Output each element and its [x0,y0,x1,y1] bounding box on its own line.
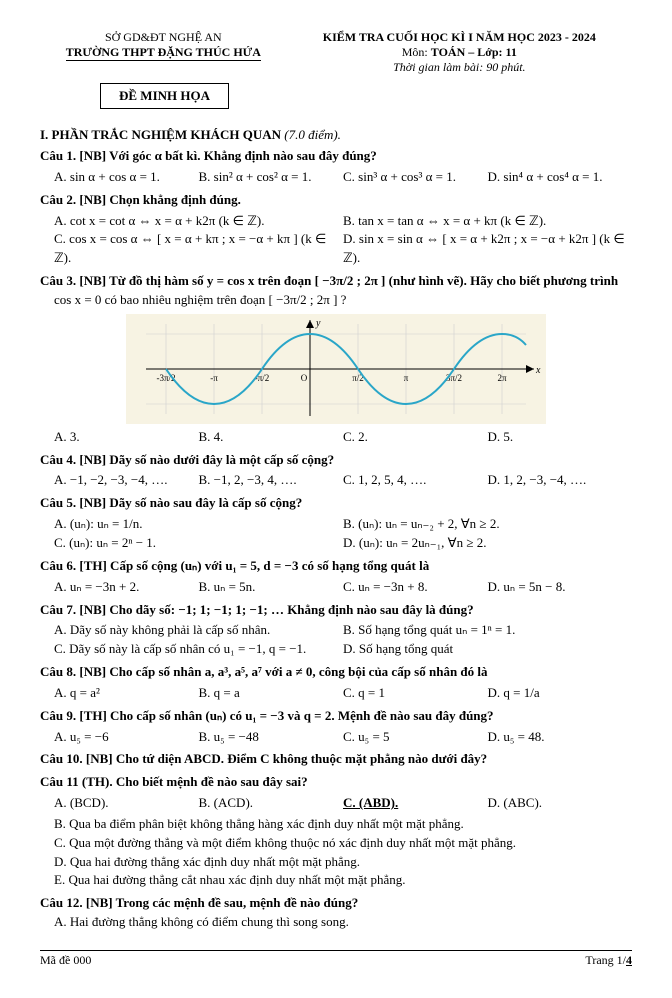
q4-D: D. 1, 2, −3, −4, …. [488,471,633,490]
svg-text:-π/2: -π/2 [255,373,270,383]
exam-title: KIỂM TRA CUỐI HỌC KÌ I NĂM HỌC 2023 - 20… [287,30,632,45]
section-1-title: I. PHẦN TRẮC NGHIỆM KHÁCH QUAN (7.0 điểm… [40,127,632,143]
q11-EE: E. Qua hai đường thẳng cắt nhau xác định… [54,871,632,890]
q8-D: D. q = 1/a [488,684,633,703]
dept-line: SỞ GD&ĐT NGHỆ AN [40,30,287,45]
q9-C: C. u₅ = 5 [343,728,488,747]
q11-BB: B. Qua ba điểm phân biệt không thẳng hàn… [54,815,632,834]
q7-C: C. Dãy số này là cấp số nhân có u₁ = −1,… [54,640,343,659]
q1-C: C. sin³ α + cos³ α = 1. [343,168,488,187]
question-4: Câu 4. [NB] Dãy số nào dưới đây là một c… [40,451,632,491]
q3-C: C. 2. [343,428,488,447]
q2-B: B. tan x = tan α ⇔ x = α + kπ (k ∈ ℤ). [343,212,632,231]
q8-B: B. q = a [199,684,344,703]
duration-line: Thời gian làm bài: 90 phút. [287,60,632,75]
q5-C: C. (uₙ): uₙ = 2ⁿ − 1. [54,534,343,553]
q11-DD: D. Qua hai đường thẳng xác định duy nhất… [54,853,632,872]
q3-D: D. 5. [488,428,633,447]
badge-row: ĐỀ MINH HỌA [100,83,632,109]
school-line: TRƯỜNG THPT ĐẶNG THÚC HỨA [40,45,287,60]
svg-text:-π: -π [210,373,218,383]
question-6: Câu 6. [TH] Cấp số cộng (uₙ) với u₁ = 5,… [40,557,632,597]
svg-text:x: x [535,365,541,376]
q9-A: A. u₅ = −6 [54,728,199,747]
exam-code: Mã đề 000 [40,953,91,968]
q6-B: B. uₙ = 5n. [199,578,344,597]
q11-B: B. (ACD). [199,794,344,813]
q4-C: C. 1, 2, 5, 4, …. [343,471,488,490]
q1-A: A. sin α + cos α = 1. [54,168,199,187]
svg-text:π: π [404,373,409,383]
q2-C: C. cos x = cos α ⇔ [ x = α + kπ ; x = −α… [54,230,343,268]
svg-text:O: O [301,373,308,383]
q2-A: A. cot x = cot α ⇔ x = α + k2π (k ∈ ℤ). [54,212,343,231]
svg-text:2π: 2π [497,373,507,383]
header-right: KIỂM TRA CUỐI HỌC KÌ I NĂM HỌC 2023 - 20… [287,30,632,75]
q7-D: D. Số hạng tổng quát [343,640,632,659]
question-3: Câu 3. [NB] Từ đồ thị hàm số y = cos x t… [40,272,632,447]
q1-D: D. sin⁴ α + cos⁴ α = 1. [488,168,633,187]
question-10: Câu 10. [NB] Cho tứ diện ABCD. Điểm C kh… [40,750,632,769]
page-number: Trang 1/4 [585,953,632,968]
question-8: Câu 8. [NB] Cho cấp số nhân a, a³, a⁵, a… [40,663,632,703]
footer: Mã đề 000 Trang 1/4 [40,950,632,968]
subject-line: Môn: TOÁN – Lớp: 11 [287,45,632,60]
header: SỞ GD&ĐT NGHỆ AN TRƯỜNG THPT ĐẶNG THÚC H… [40,30,632,75]
q11-CC: C. Qua một đường thẳng và một điểm không… [54,834,632,853]
q5-D: D. (uₙ): uₙ = 2uₙ₋₁, ∀n ≥ 2. [343,534,632,553]
q7-B: B. Số hạng tổng quát uₙ = 1ⁿ = 1. [343,621,632,640]
q11-C: C. (ABD). [343,794,488,813]
q4-A: A. −1, −2, −3, −4, …. [54,471,199,490]
cosine-graph: y x -3π/2 -π -π/2 O π/2 π 3π/2 2π [126,314,546,424]
q3-B: B. 4. [199,428,344,447]
q7-A: A. Dãy số này không phải là cấp số nhân. [54,621,343,640]
question-11: Câu 11 (TH). Cho biết mệnh đề nào sau đâ… [40,773,632,890]
q6-D: D. uₙ = 5n − 8. [488,578,633,597]
q5-B: B. (uₙ): uₙ = uₙ₋₂ + 2, ∀n ≥ 2. [343,515,632,534]
q6-A: A. uₙ = −3n + 2. [54,578,199,597]
question-1: Câu 1. [NB] Với góc α bất kì. Khẳng định… [40,147,632,187]
q9-D: D. u₅ = 48. [488,728,633,747]
q1-B: B. sin² α + cos² α = 1. [199,168,344,187]
q9-B: B. u₅ = −48 [199,728,344,747]
q8-C: C. q = 1 [343,684,488,703]
q6-C: C. uₙ = −3n + 8. [343,578,488,597]
q2-D: D. sin x = sin α ⇔ [ x = α + k2π ; x = −… [343,230,632,268]
q8-A: A. q = a² [54,684,199,703]
svg-text:y: y [315,318,321,329]
q4-B: B. −1, 2, −3, 4, …. [199,471,344,490]
question-7: Câu 7. [NB] Cho dãy số: −1; 1; −1; 1; −1… [40,601,632,660]
question-2: Câu 2. [NB] Chọn khẳng định đúng. A. cot… [40,191,632,268]
sample-badge: ĐỀ MINH HỌA [100,83,229,109]
q3-stem2: cos x = 0 có bao nhiêu nghiệm trên đoạn … [54,291,632,310]
header-left: SỞ GD&ĐT NGHỆ AN TRƯỜNG THPT ĐẶNG THÚC H… [40,30,287,75]
q12-A: A. Hai đường thẳng không có điểm chung t… [54,913,632,932]
question-9: Câu 9. [TH] Cho cấp số nhân (uₙ) có u₁ =… [40,707,632,747]
q11-D: D. (ABC). [488,794,633,813]
q5-A: A. (uₙ): uₙ = 1/n. [54,515,343,534]
q3-A: A. 3. [54,428,199,447]
question-5: Câu 5. [NB] Dãy số nào sau đây là cấp số… [40,494,632,553]
q11-A: A. (BCD). [54,794,199,813]
question-12: Câu 12. [NB] Trong các mệnh đề sau, mệnh… [40,894,632,932]
